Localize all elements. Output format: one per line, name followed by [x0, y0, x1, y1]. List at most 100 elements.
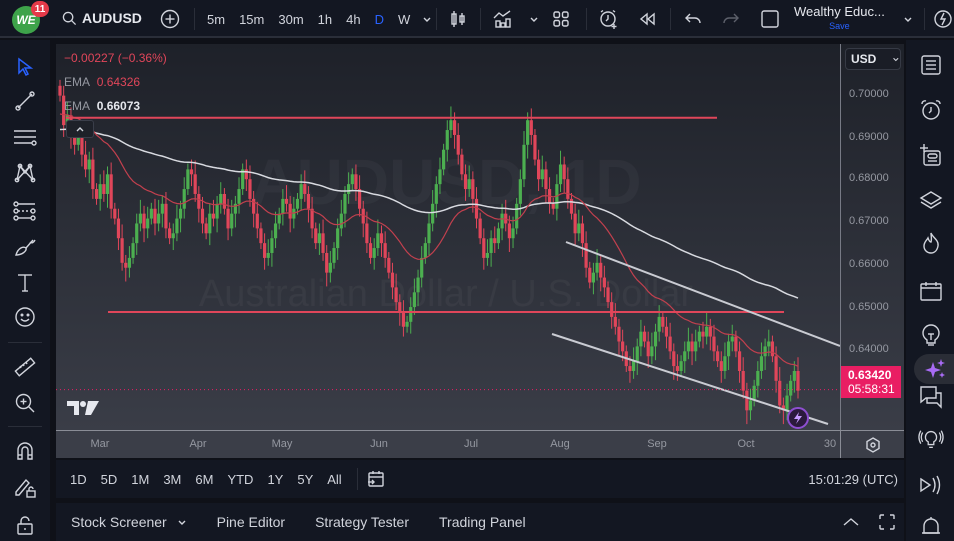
text-tool[interactable] — [12, 270, 38, 296]
divider — [586, 8, 587, 30]
ruler-icon — [14, 357, 36, 377]
indicators-button[interactable] — [492, 0, 540, 38]
text-icon — [18, 274, 32, 292]
timeframe-30m[interactable]: 30m — [278, 11, 304, 27]
zoom-tool[interactable] — [12, 390, 38, 416]
ideas-button[interactable] — [918, 323, 944, 349]
time-axis[interactable]: Mar Apr May Jun Jul Aug Sep Oct 30 — [56, 430, 840, 458]
cursor-tool[interactable] — [12, 54, 38, 80]
hotlists-button[interactable] — [918, 230, 944, 256]
magnet-tool[interactable] — [12, 438, 38, 464]
pencil-lock-icon — [15, 478, 36, 498]
goto-date-icon[interactable] — [366, 469, 386, 489]
rewind-icon — [639, 12, 655, 26]
quick-actions-button[interactable] — [932, 0, 954, 38]
range-1y[interactable]: 1Y — [267, 471, 284, 487]
divider — [356, 468, 358, 490]
timeframe-15m[interactable]: 15m — [239, 11, 265, 27]
price-label: 0.65000 — [849, 301, 889, 313]
tradingview-logo[interactable] — [66, 399, 100, 422]
measure-tool[interactable] — [12, 354, 38, 380]
tab-strategy-tester[interactable]: Strategy Tester — [315, 514, 409, 530]
tab-trading-panel[interactable]: Trading Panel — [439, 514, 526, 530]
layout-name[interactable]: Wealthy Educ... Save — [794, 0, 885, 38]
collapse-legend-button[interactable] — [66, 120, 94, 138]
range-ytd[interactable]: YTD — [227, 471, 254, 487]
tab-pine-editor[interactable]: Pine Editor — [216, 514, 286, 530]
bar-countdown: 05:58:31 — [848, 382, 895, 396]
save-link[interactable]: Save — [829, 21, 850, 31]
bell-icon — [922, 517, 940, 534]
lock-drawings-tool[interactable] — [12, 474, 38, 500]
fib-tool[interactable] — [12, 198, 38, 224]
layout-menu-button[interactable] — [902, 0, 914, 38]
time-label: Aug — [550, 438, 570, 450]
timeframe-d[interactable]: D — [374, 11, 384, 27]
search-icon — [62, 11, 77, 25]
divider — [670, 8, 671, 30]
horizontal-lines-tool[interactable] — [12, 124, 38, 150]
fullscreen-box-button[interactable] — [760, 0, 780, 38]
layers-button[interactable] — [918, 187, 944, 213]
emoji-tool[interactable] — [12, 304, 38, 330]
undo-button[interactable] — [684, 0, 702, 38]
undo-icon — [685, 13, 701, 24]
maximize-panel-icon[interactable] — [878, 513, 896, 531]
timeframe-5m[interactable]: 5m — [207, 11, 226, 27]
object-tree-button[interactable] — [918, 142, 944, 168]
layout-button[interactable] — [552, 0, 570, 38]
watchlist-button[interactable] — [918, 52, 944, 78]
timeframe-1h[interactable]: 1h — [317, 11, 333, 27]
range-1d[interactable]: 1D — [70, 471, 87, 487]
tab-stock-screener[interactable]: Stock Screener — [56, 514, 202, 530]
divider — [8, 342, 42, 343]
chevron-down-icon[interactable] — [528, 13, 540, 25]
timeframe-4h[interactable]: 4h — [346, 11, 361, 27]
ema-value: 0.64326 — [96, 75, 141, 89]
pattern-tool[interactable] — [12, 160, 38, 186]
chevron-down-icon[interactable] — [421, 13, 433, 25]
ai-assistant-button[interactable] — [914, 354, 954, 384]
chevron-up-icon[interactable] — [842, 516, 860, 528]
events-marker[interactable] — [787, 407, 809, 429]
compare-button[interactable] — [160, 0, 180, 38]
price-axis[interactable]: 0.70000 0.69000 0.68000 0.67000 0.66000 … — [840, 44, 904, 430]
notifications-button[interactable] — [918, 514, 944, 540]
ema-fast-legend[interactable]: EMA 0.64326 — [64, 75, 140, 89]
symbol-search[interactable]: AUDUSD — [62, 10, 142, 26]
calendar-button[interactable] — [918, 278, 944, 304]
range-1m[interactable]: 1M — [131, 471, 150, 487]
range-5d[interactable]: 5D — [100, 471, 118, 487]
chart-type-button[interactable] — [448, 0, 468, 38]
flame-icon — [923, 232, 939, 254]
timeframe-w[interactable]: W — [397, 11, 411, 27]
range-5y[interactable]: 5Y — [297, 471, 314, 487]
add-list-icon — [920, 144, 941, 166]
chart-pane[interactable]: AUDUSD, 1D Australian Dollar / U.S. Dolla… — [56, 44, 840, 430]
lock-tool[interactable] — [12, 512, 38, 538]
brush-tool[interactable] — [12, 234, 38, 260]
ema-slow-legend[interactable]: EMA 0.66073 — [64, 99, 140, 113]
chart-settings-button[interactable] — [840, 430, 904, 458]
range-6m[interactable]: 6M — [195, 471, 214, 487]
currency-selector[interactable]: USD — [845, 48, 901, 70]
redo-button[interactable] — [722, 0, 740, 38]
range-all[interactable]: All — [327, 471, 342, 487]
broadcast-bulb-icon — [918, 430, 944, 449]
svg-text:Australian Dollar / U.S. Dolla: Australian Dollar / U.S. Dollar — [199, 273, 694, 315]
alert-button[interactable] — [598, 0, 620, 38]
chats-button[interactable] — [918, 384, 944, 410]
chevron-up-icon — [76, 127, 84, 132]
replay-trading-button[interactable] — [918, 472, 944, 498]
alerts-button[interactable] — [918, 97, 944, 123]
chevron-down-icon — [904, 17, 912, 22]
trend-line-tool[interactable] — [12, 88, 38, 114]
utc-clock[interactable]: 15:01:29 (UTC) — [808, 471, 898, 487]
time-label: 30 — [823, 438, 837, 450]
replay-button[interactable] — [638, 0, 658, 38]
indicators-icon — [493, 10, 511, 28]
range-3m[interactable]: 3M — [163, 471, 182, 487]
ema-label: EMA — [64, 99, 91, 113]
streams-button[interactable] — [918, 426, 944, 452]
